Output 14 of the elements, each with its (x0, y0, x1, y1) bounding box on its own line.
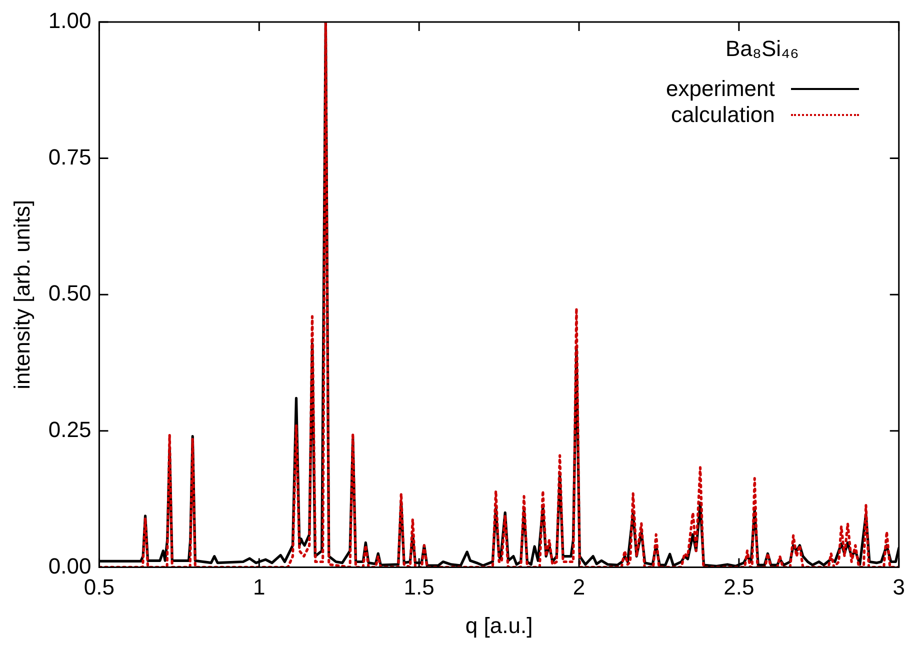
x-tick-label: 2 (572, 574, 586, 600)
x-tick-label: 2.5 (724, 574, 754, 600)
legend-title: Ba₈Si₄₆ (724, 36, 800, 62)
legend-label: experiment (666, 76, 775, 102)
y-tick-label: 0.25 (48, 416, 92, 442)
x-tick-label: 3 (892, 574, 906, 600)
y-axis-title: intensity [arb. units] (9, 200, 34, 390)
y-tick-label: 0.75 (48, 144, 92, 170)
y-tick-label: 0.50 (48, 280, 92, 306)
x-tick-label: 1.5 (404, 574, 434, 600)
y-tick-label: 1.00 (48, 8, 92, 34)
legend-label: calculation (670, 102, 775, 128)
x-tick-label: 1 (253, 574, 266, 600)
x-axis-title: q [a.u.] (465, 612, 533, 638)
